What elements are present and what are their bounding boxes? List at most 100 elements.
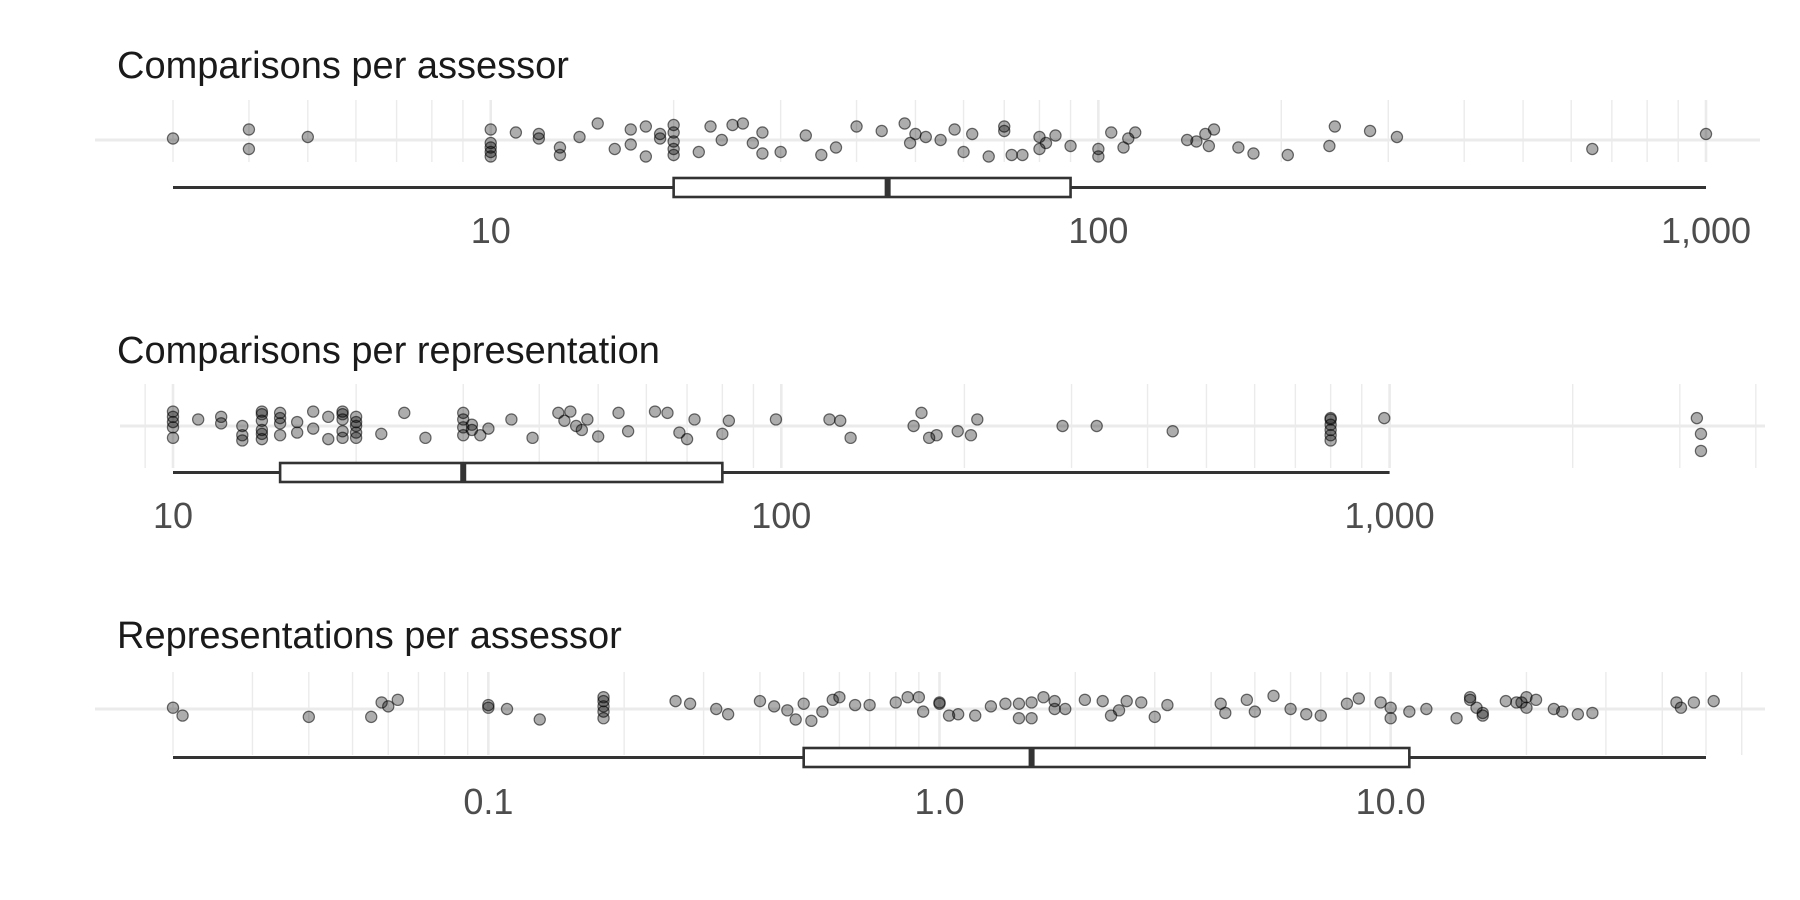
data-point (875, 124, 888, 138)
data-point (375, 427, 388, 441)
data-point (1048, 694, 1061, 708)
data-point (1687, 696, 1701, 709)
data-point (1120, 694, 1133, 708)
data-point (621, 425, 635, 438)
data-point (1219, 706, 1232, 720)
data-point (1005, 148, 1018, 162)
data-point (1340, 697, 1354, 710)
data-point (1135, 696, 1148, 709)
data-point (1555, 705, 1569, 718)
data-point (322, 432, 335, 446)
data-point (242, 123, 256, 136)
data-point (948, 123, 961, 136)
data-point (482, 422, 495, 435)
data-point (465, 418, 479, 431)
data-point (1403, 705, 1416, 718)
data-point (306, 405, 320, 418)
data-point (290, 426, 304, 439)
data-point (1267, 689, 1280, 703)
data-point (984, 700, 998, 713)
data-point (1324, 411, 1337, 425)
data-point (982, 150, 995, 163)
data-point (863, 698, 876, 712)
data-point (236, 419, 249, 433)
data-point (951, 425, 964, 438)
data-point (1281, 148, 1294, 162)
data-point (1384, 711, 1397, 725)
data-point (815, 148, 828, 162)
data-point (1148, 710, 1161, 724)
data-point (850, 120, 863, 133)
data-point (1384, 701, 1397, 714)
data-point (336, 431, 349, 445)
data-point (533, 713, 546, 726)
data-point (597, 705, 610, 718)
data-point (1096, 694, 1109, 708)
data-point (907, 419, 920, 433)
data-point (1166, 425, 1179, 438)
data-point (816, 705, 829, 718)
data-point (624, 123, 637, 136)
x-tick-label: 1.0 (914, 781, 964, 822)
data-point (823, 413, 836, 426)
data-point (474, 428, 487, 442)
data-point (1328, 120, 1342, 133)
data-point (558, 414, 571, 427)
data-point (612, 406, 625, 420)
data-point (505, 413, 518, 426)
data-point (998, 120, 1011, 133)
data-point (844, 431, 857, 445)
data-point (1520, 701, 1533, 714)
data-point (1690, 411, 1704, 425)
boxplot-box (672, 176, 1072, 199)
data-point (564, 405, 577, 418)
data-point (1012, 697, 1026, 710)
data-point (930, 428, 943, 442)
data-point (767, 700, 781, 713)
data-point (1049, 129, 1062, 142)
panel-title: Comparisons per assessor (117, 45, 569, 87)
data-point (255, 407, 269, 421)
data-point (1300, 708, 1313, 721)
data-point (688, 413, 701, 426)
data-point (214, 410, 228, 424)
data-point (680, 432, 694, 446)
data-point (1499, 694, 1513, 708)
data-point (919, 130, 932, 144)
data-point (1352, 692, 1366, 705)
data-point (969, 709, 982, 722)
x-tick-label: 100 (1068, 210, 1128, 251)
data-point (971, 413, 984, 426)
data-point (942, 709, 956, 722)
data-point (1694, 427, 1708, 441)
data-point (500, 702, 514, 716)
data-point (532, 127, 546, 141)
data-point (398, 406, 411, 420)
data-point (484, 141, 497, 154)
data-point (710, 702, 723, 716)
data-point (653, 132, 667, 145)
x-tick-label: 0.1 (463, 781, 513, 822)
data-point (1314, 709, 1327, 722)
data-point (1476, 706, 1489, 720)
data-point (1064, 139, 1077, 153)
data-point (789, 713, 802, 726)
panel-title: Comparisons per representation (117, 330, 660, 372)
data-point (484, 150, 497, 163)
data-point (1324, 434, 1337, 447)
data-point (1529, 693, 1543, 707)
data-point (898, 117, 911, 130)
boxplot-box (278, 461, 724, 484)
data-point (581, 413, 594, 426)
data-point (1112, 704, 1126, 717)
data-point (336, 407, 349, 421)
data-point (166, 421, 180, 434)
x-tick-label: 10 (153, 495, 193, 536)
data-point (1323, 139, 1336, 153)
data-point (901, 690, 914, 704)
data-point (290, 415, 304, 429)
data-point (957, 145, 970, 159)
data-point (273, 411, 287, 425)
data-point (597, 690, 610, 704)
